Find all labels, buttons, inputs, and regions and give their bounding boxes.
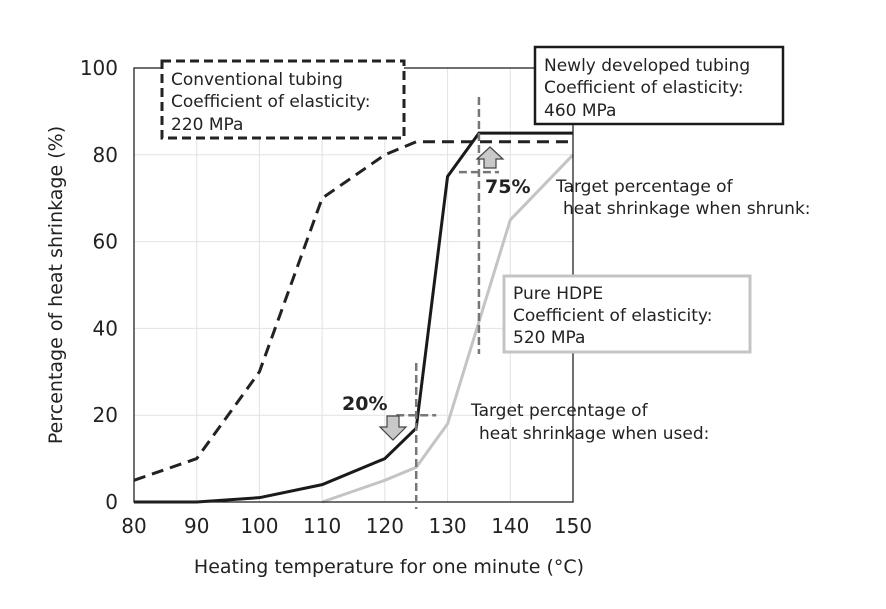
target-shrunk-line-2: heat shrinkage when shrunk: xyxy=(563,199,811,219)
target-shrunk-value: 75% xyxy=(485,176,530,198)
hdpe-label-box: Pure HDPE Coefficient of elasticity: 520… xyxy=(502,274,752,354)
new-tubing-label-box: Newly developed tubing Coefficient of el… xyxy=(533,45,785,126)
x-tick-label: 110 xyxy=(303,514,341,538)
series-line-pure-hdpe xyxy=(321,153,575,504)
down-arrow-icon xyxy=(378,415,408,441)
conventional-line-2: Coefficient of elasticity: xyxy=(171,92,370,112)
conventional-label-box: Conventional tubing Coefficient of elast… xyxy=(160,59,406,140)
conventional-line-1: Conventional tubing xyxy=(171,70,343,90)
hdpe-line-2: Coefficient of elasticity: xyxy=(513,306,712,326)
x-tick-label: 100 xyxy=(240,514,278,538)
new-line-2: Coefficient of elasticity: xyxy=(544,78,743,98)
y-tick-label: 60 xyxy=(93,230,118,254)
y-axis-label: Percentage of heat shrinkage (%) xyxy=(45,126,67,444)
x-tick-label: 120 xyxy=(366,514,404,538)
hdpe-line-3: 520 MPa xyxy=(513,328,585,348)
y-tick-label: 80 xyxy=(93,143,118,167)
x-tick-label: 80 xyxy=(121,514,146,538)
x-tick-label: 140 xyxy=(491,514,529,538)
conventional-line-3: 220 MPa xyxy=(171,115,243,135)
new-line-3: 460 MPa xyxy=(544,101,616,121)
x-tick-label: 130 xyxy=(428,514,466,538)
y-tick-label: 100 xyxy=(80,56,118,80)
x-tick-label: 90 xyxy=(184,514,209,538)
tick-labels: 80 90 100 110 120 130 140 150 0 20 40 60 80 100 xyxy=(80,56,592,538)
target-used-line-1: Target percentage of xyxy=(470,401,649,421)
target-used-value: 20% xyxy=(342,393,387,415)
new-line-1: Newly developed tubing xyxy=(544,56,750,76)
target-shrunk-line-1: Target percentage of xyxy=(555,177,734,197)
hdpe-line-1: Pure HDPE xyxy=(513,284,603,304)
up-arrow-icon xyxy=(475,146,505,169)
series-line-conventional-tubing xyxy=(133,140,573,482)
x-axis-label: Heating temperature for one minute (°C) xyxy=(194,556,584,578)
target-used-line-2: heat shrinkage when used: xyxy=(479,424,709,444)
target-crosshairs xyxy=(396,97,499,509)
y-tick-label: 40 xyxy=(93,316,118,340)
x-tick-label: 150 xyxy=(554,514,592,538)
y-tick-label: 0 xyxy=(105,490,118,514)
series-lines xyxy=(133,131,575,504)
series-line-newly-developed-tubing xyxy=(134,131,573,504)
y-tick-label: 20 xyxy=(93,403,118,427)
